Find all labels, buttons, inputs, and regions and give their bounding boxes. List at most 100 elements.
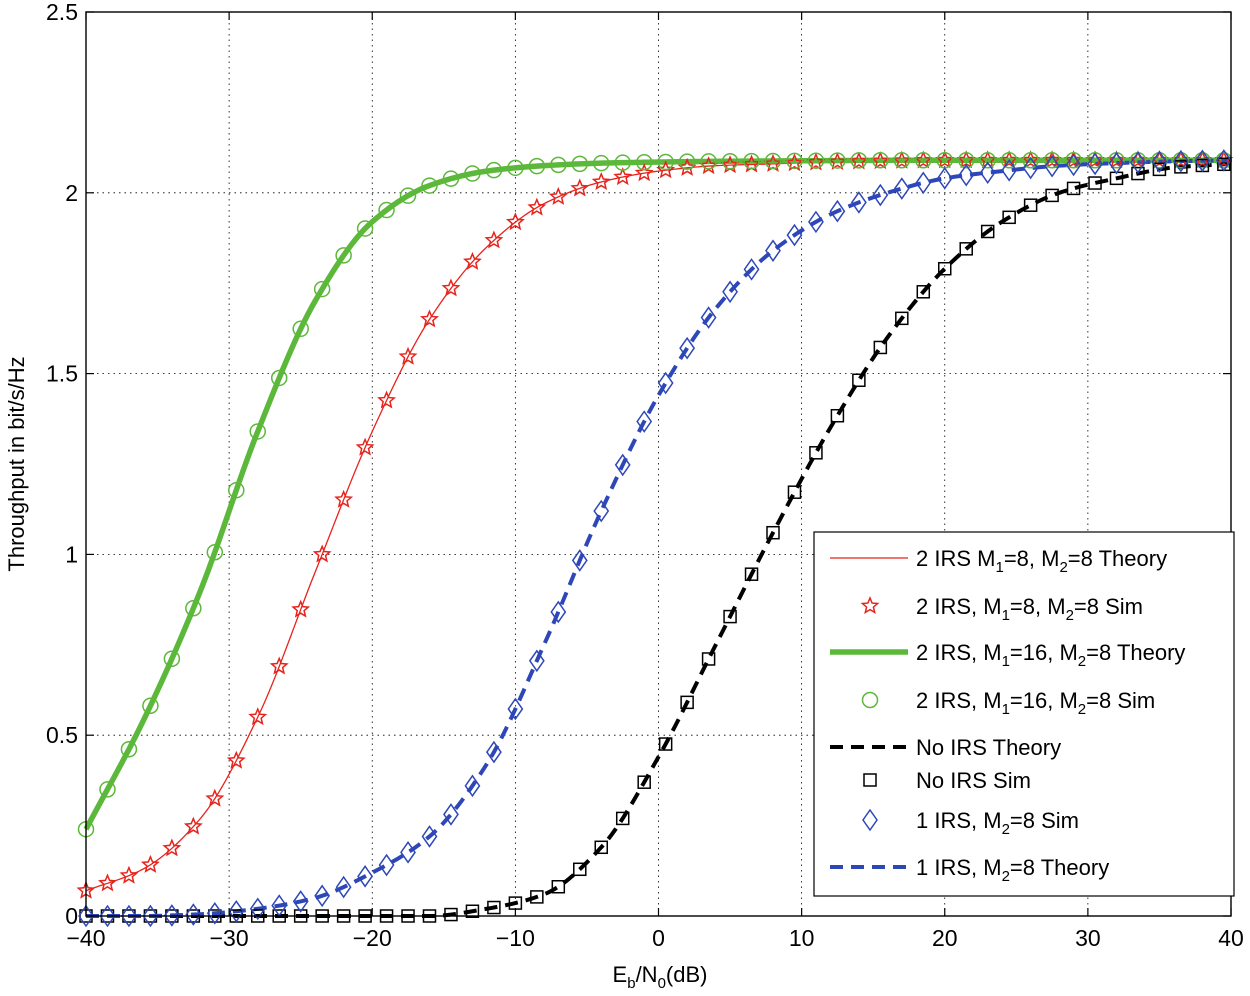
legend-label-irs2_m16_theory: 2 IRS, M1=16, M2=8 Theory [916, 640, 1185, 670]
series-point-irs2_m8_sim [1171, 150, 1191, 169]
series-point-irs2_m16_sim [335, 247, 352, 264]
series-point-irs1_m8_sim [808, 210, 824, 234]
series-point-irs1_m8_sim [1087, 152, 1103, 176]
series-point-irs2_m8_sim [312, 544, 332, 563]
series-point-irs2_m8_sim [183, 816, 203, 835]
y-tick-label: 2 [65, 180, 78, 206]
series-point-irs2_m16_sim [893, 152, 911, 169]
series-point-irs1_m8_sim [722, 280, 738, 304]
x-tick-label: 0 [652, 925, 665, 951]
series-point-irs2_m16_sim [614, 154, 631, 171]
y-tick-label: 1.5 [46, 361, 78, 387]
series-point-irs1_m8_sim [1130, 151, 1146, 174]
series-point-irs1_m8_sim [78, 904, 94, 928]
series-point-irs1_m8_sim [1022, 156, 1039, 180]
series-point-irs2_m16_sim [700, 153, 717, 170]
legend-label-irs1_m8_theory: 1 IRS, M2=8 Theory [916, 855, 1109, 885]
series-point-no_irs_sim [594, 840, 608, 855]
series-point-no_irs_sim [444, 907, 458, 922]
series-point-irs1_m8_sim [507, 697, 524, 721]
series-point-irs2_m16_sim [142, 697, 159, 715]
series-point-irs2_m16_sim [206, 544, 224, 561]
series-point-irs1_m8_sim [1172, 149, 1189, 173]
series-point-no_irs_sim [830, 408, 845, 423]
series-point-no_irs_sim [680, 695, 694, 710]
series-point-irs1_m8_sim [786, 223, 803, 247]
series-point-irs1_m8_sim [185, 903, 202, 926]
grid-lines [86, 12, 1231, 916]
series-point-irs2_m16_sim [550, 156, 567, 174]
series-point-irs2_m8_sim [763, 153, 783, 172]
series-point-irs2_m8_sim [699, 156, 719, 175]
series-point-irs2_m8_sim [548, 186, 568, 205]
series-line-irs1_m8_theory [86, 158, 1232, 918]
series-point-no_irs_sim [959, 242, 973, 256]
series-point-irs2_m8_sim [441, 278, 461, 297]
series-point-no_irs_sim [938, 261, 952, 276]
series-point-irs2_m8_sim [806, 152, 826, 171]
series-point-irs2_m8_sim [634, 163, 654, 182]
series-point-irs2_m8_sim [827, 151, 847, 170]
series-point-irs2_m8_sim [849, 151, 869, 170]
series-point-irs2_m16_sim [378, 201, 395, 219]
series-point-irs2_m8_sim [98, 873, 117, 892]
series-point-irs2_m16_sim [678, 153, 696, 170]
series-point-irs2_m16_sim [356, 220, 374, 237]
series-point-no_irs_sim [723, 609, 737, 624]
series-point-irs2_m8_sim [1021, 150, 1041, 169]
series-point-irs2_m16_sim [163, 650, 181, 668]
series-point-irs2_m16_sim [421, 177, 438, 194]
series-point-irs1_m8_sim [636, 410, 653, 433]
series-point-no_irs_sim [530, 890, 544, 904]
y-tick-label: 0.5 [46, 722, 78, 748]
legend-label-no_irs_sim: No IRS Sim [916, 768, 1031, 793]
x-axis-label: Eb/N0(dB) [613, 962, 708, 992]
series-point-no_irs_sim [1002, 210, 1016, 225]
series-point-irs2_m8_sim [269, 656, 289, 675]
series-point-irs1_m8_sim [142, 904, 159, 928]
series-point-irs1_m8_sim [163, 904, 180, 927]
series-point-irs2_m8_sim [1128, 150, 1148, 169]
series-point-irs2_m8_sim [570, 178, 590, 197]
series-point-no_irs_sim [766, 525, 780, 540]
series-point-no_irs_sim [980, 224, 995, 239]
series-point-irs1_m8_sim [1065, 153, 1082, 177]
legend-marker-no_irs_sim [863, 773, 877, 787]
x-tick-label: −10 [496, 925, 535, 951]
series-point-irs2_m8_sim [140, 854, 160, 873]
series-point-irs2_m8_sim [248, 707, 268, 726]
y-axis-label: Throughput in bit/s/Hz [4, 356, 29, 571]
series-point-irs1_m8_sim [893, 177, 910, 200]
legend-marker-irs2_m16_sim [861, 691, 879, 709]
series-point-irs2_m8_sim [226, 750, 246, 769]
series-point-irs2_m16_sim [292, 320, 309, 338]
legend-sample-irs1_m8_sim [862, 808, 878, 832]
series-point-irs1_m8_sim [550, 600, 567, 624]
series-point-irs1_m8_sim [1044, 154, 1061, 178]
series-point-irs2_m8_sim [1107, 150, 1126, 169]
x-tick-label: −40 [66, 925, 105, 951]
series-point-no_irs_sim [895, 311, 909, 326]
series-point-irs1_m8_sim [443, 803, 459, 826]
series-point-irs2_m16_sim [1000, 152, 1018, 169]
series-point-irs2_m8_sim [420, 309, 439, 328]
legend-label-irs2_m8_theory: 2 IRS M1=8, M2=8 Theory [916, 546, 1167, 576]
series-point-irs2_m8_sim [935, 150, 955, 169]
series-point-no_irs_sim [551, 879, 566, 894]
series-point-irs1_m8_sim [335, 875, 352, 899]
series-point-no_irs_sim [615, 811, 630, 826]
series-point-irs2_m16_sim [1043, 152, 1061, 169]
legend-label-irs2_m8_sim: 2 IRS, M1=8, M2=8 Sim [916, 594, 1143, 624]
series-point-irs2_m16_sim [850, 152, 868, 169]
series-point-irs2_m8_sim [870, 151, 890, 170]
series-point-irs2_m16_sim [657, 153, 674, 171]
y-tick-label: 0 [65, 903, 78, 929]
series-point-irs2_m16_sim [764, 152, 782, 170]
series-point-irs2_m16_sim [872, 152, 889, 169]
series-point-irs2_m16_sim [313, 280, 331, 298]
series-point-no_irs_sim [873, 340, 888, 355]
x-tick-label: 10 [789, 925, 815, 951]
series-point-no_irs_sim [465, 904, 480, 919]
series-point-irs2_m16_sim [979, 152, 996, 169]
